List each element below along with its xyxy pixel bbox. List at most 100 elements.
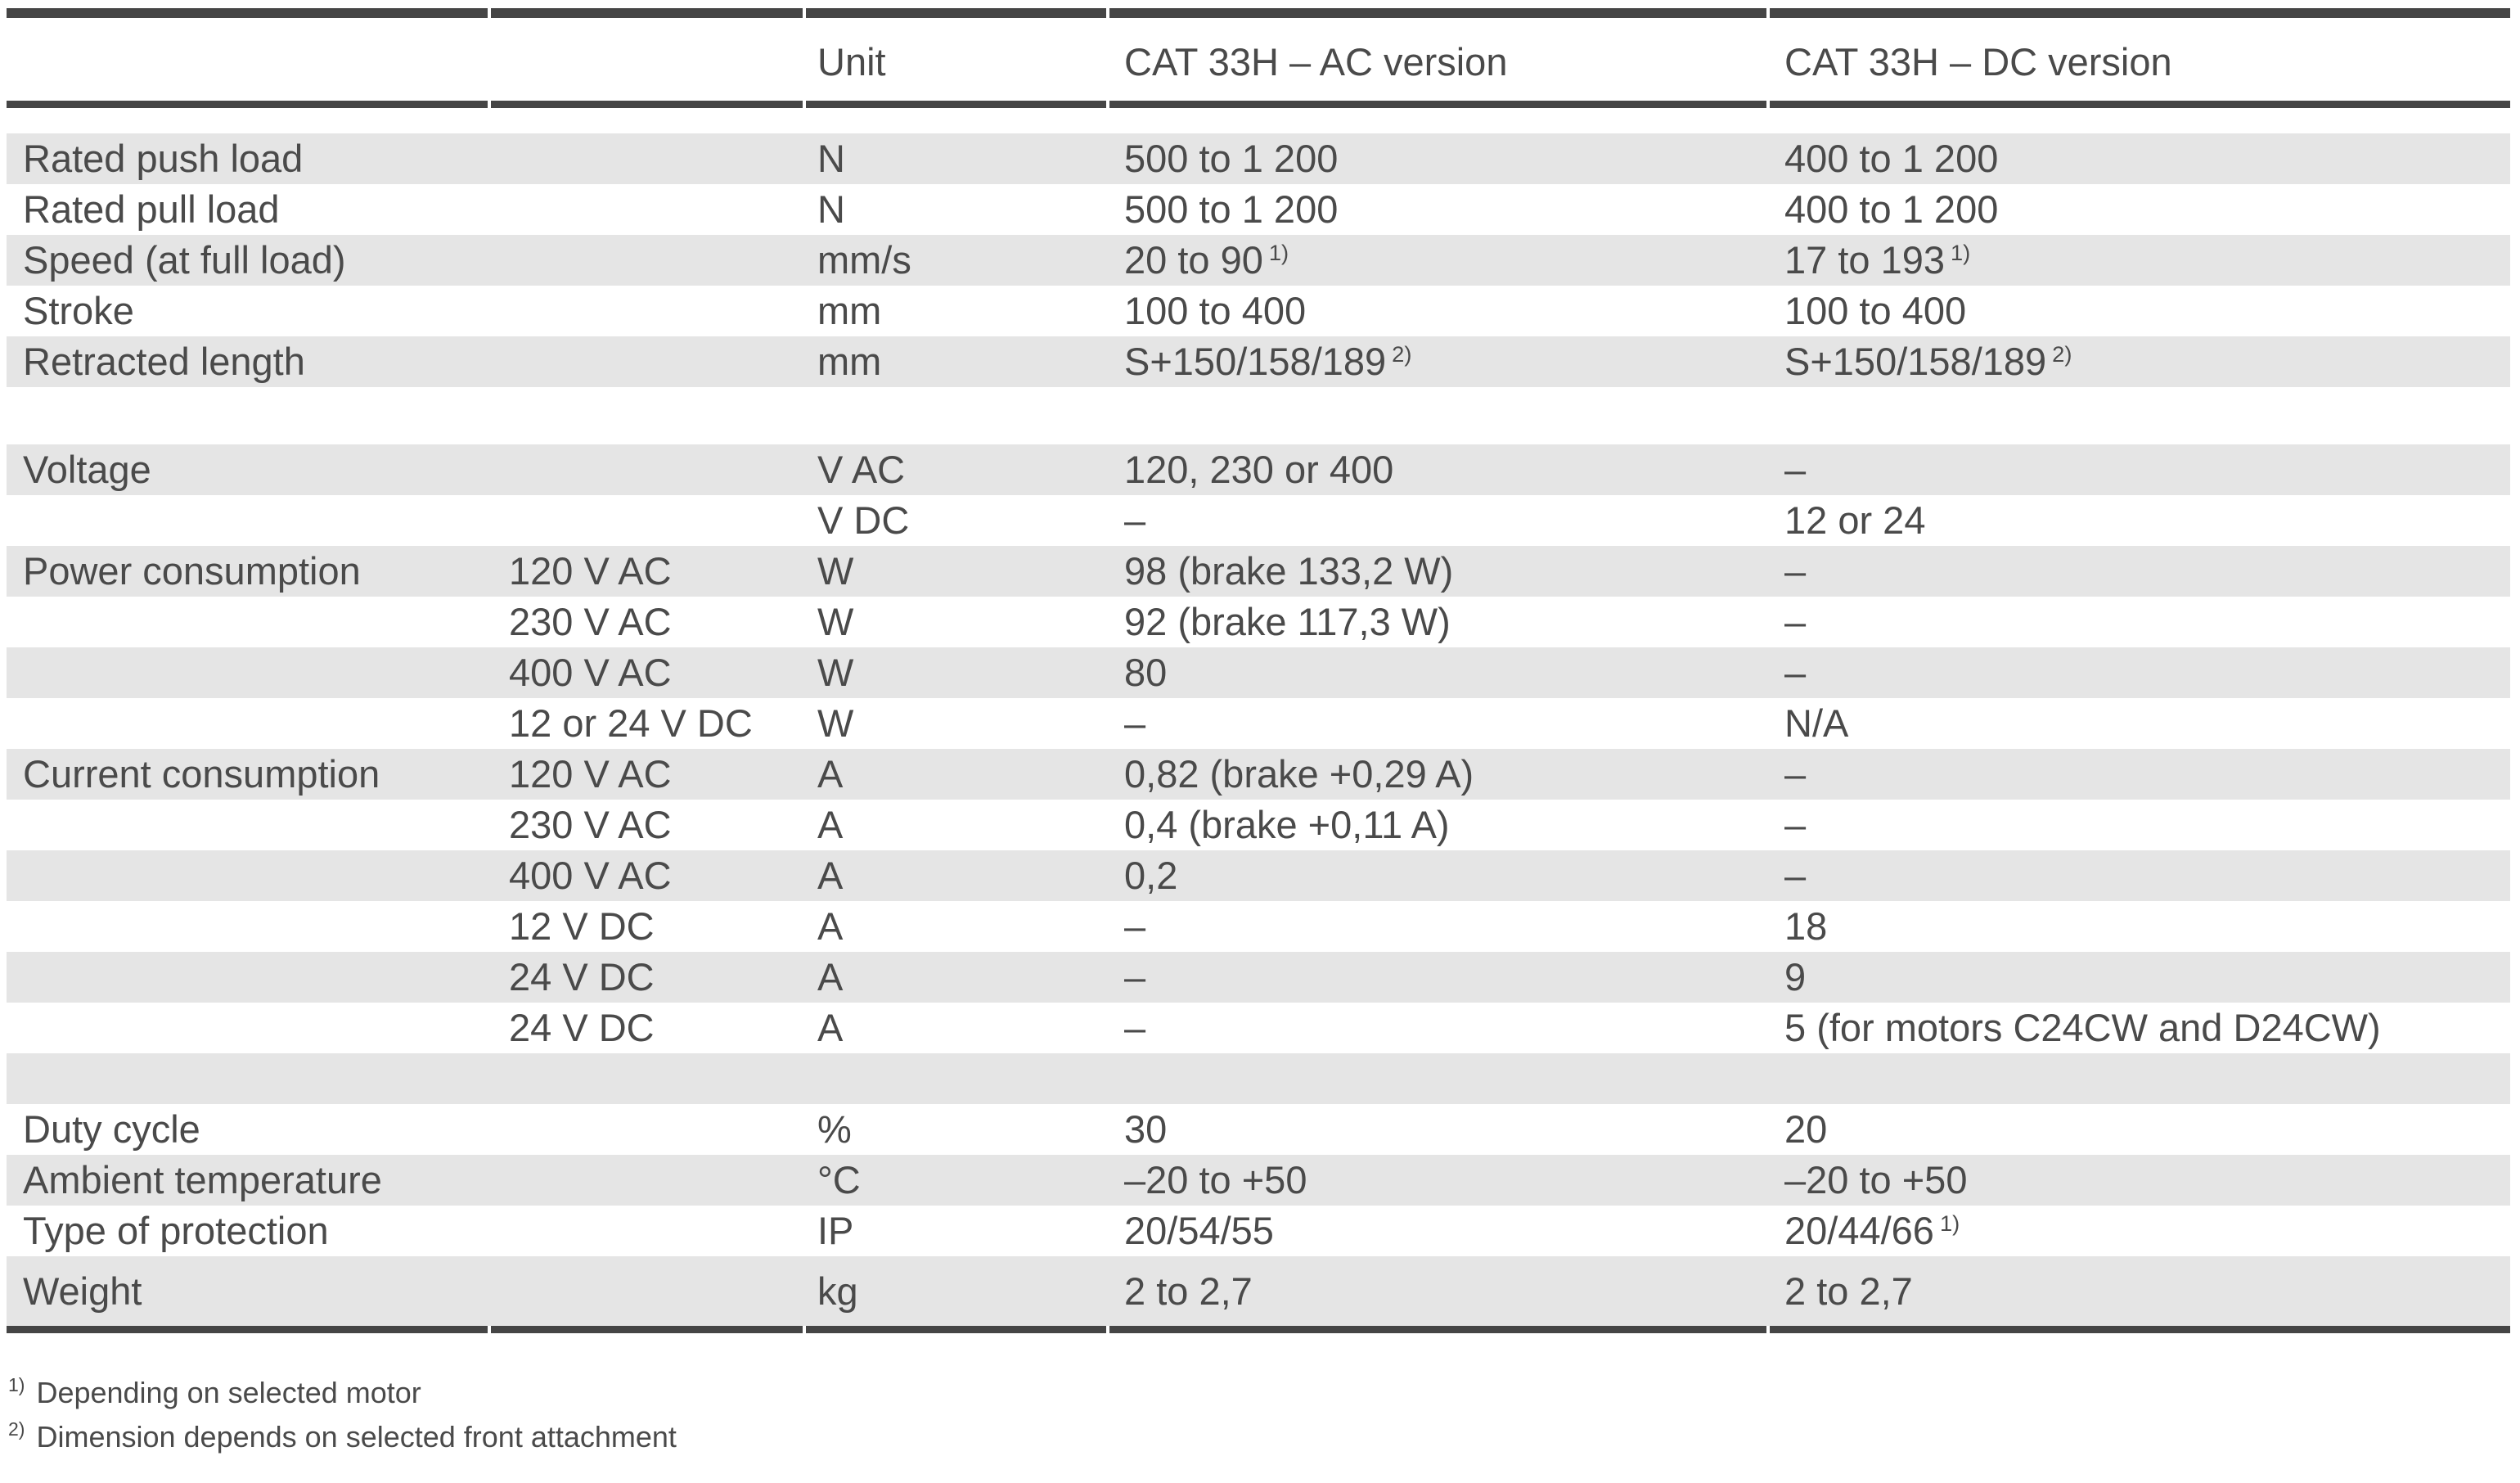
cell-value: 0,82 (brake +0,29 A) <box>1124 752 1474 796</box>
rule-segment <box>806 101 1109 108</box>
cell-value: 80 <box>1124 651 1168 695</box>
cell-value: 400 to 1 200 <box>1784 137 1999 181</box>
footnote-reference: 1) <box>1951 239 1971 265</box>
ac-value-cell: 30 <box>1109 1109 1770 1149</box>
rule-segment <box>491 1326 806 1333</box>
spacer-row <box>7 387 2510 444</box>
ac-value-cell: S+150/158/189 2) <box>1109 341 1770 381</box>
footnote-text: Depending on selected motor <box>36 1376 421 1409</box>
cell-value: S+150/158/189 <box>1124 340 1387 384</box>
cell-value: 12 or 24 <box>1784 498 1926 543</box>
bottom-rule <box>7 1326 2510 1333</box>
dc-value-cell: 2 to 2,7 <box>1770 1271 2510 1311</box>
row-sublabel-cell: 120 V AC <box>491 551 806 591</box>
unit-cell: W <box>806 652 1109 692</box>
cell-value: 18 <box>1784 904 1828 949</box>
cell-value: 17 to 193 <box>1784 238 1946 282</box>
table-row: Ambient temperature °C –20 to +50 –20 to +5… <box>7 1155 2510 1206</box>
rule-segment <box>1770 101 2510 108</box>
dc-value-cell: 18 <box>1770 906 2510 946</box>
rule-segment <box>1770 8 2510 18</box>
cell-value: 0,2 <box>1124 854 1178 898</box>
cell-value: Rated push load <box>23 137 304 181</box>
rule-segment <box>1770 1326 2510 1333</box>
dc-value-cell: N/A <box>1770 703 2510 743</box>
cell-value: N <box>817 137 845 181</box>
cell-value: 230 V AC <box>509 600 672 644</box>
cell-value: – <box>1784 651 1807 695</box>
row-label-cell: Rated push load <box>7 138 491 178</box>
unit-cell: mm/s <box>806 240 1109 280</box>
cell-value: Type of protection <box>23 1209 329 1253</box>
unit-cell: % <box>806 1109 1109 1149</box>
footnotes: 1) Depending on selected motor 2) Dimension… <box>8 1373 677 1461</box>
ac-value-cell: 0,2 <box>1109 855 1770 895</box>
cell-value: mm <box>817 289 882 333</box>
unit-cell: V AC <box>806 449 1109 489</box>
unit-cell: W <box>806 602 1109 642</box>
dc-value-cell: 20 <box>1770 1109 2510 1149</box>
cell-value: V AC <box>817 448 906 492</box>
cell-value: 9 <box>1784 955 1807 999</box>
table-row: Duty cycle% 30 20 <box>7 1104 2510 1155</box>
footnote-marker: 1) <box>8 1374 25 1395</box>
ac-value-cell: – <box>1109 957 1770 997</box>
cell-value: – <box>1784 752 1807 796</box>
unit-cell: °C <box>806 1160 1109 1200</box>
unit-cell: N <box>806 138 1109 178</box>
cell-value: °C <box>817 1158 861 1202</box>
dc-value-cell: – <box>1770 652 2510 692</box>
cell-value: A <box>817 1006 844 1050</box>
dc-value-cell: – <box>1770 551 2510 591</box>
table-body: Rated push load N 500 to 1 200 400 to 1 200… <box>7 133 2510 1326</box>
cell-value: Retracted length <box>23 340 305 384</box>
ac-value-cell: 92 (brake 117,3 W) <box>1109 602 1770 642</box>
rule-segment <box>806 1326 1109 1333</box>
row-label-cell: Rated pull load <box>7 189 491 229</box>
cell-value: – <box>1124 701 1146 746</box>
cell-value: Rated pull load <box>23 187 280 232</box>
cell-value: – <box>1784 600 1807 644</box>
dc-value-cell: – <box>1770 855 2510 895</box>
dc-value-cell: – <box>1770 805 2510 845</box>
cell-value: 400 to 1 200 <box>1784 187 1999 232</box>
ac-value-cell: 0,82 (brake +0,29 A) <box>1109 754 1770 794</box>
dc-value-cell: 12 or 24 <box>1770 500 2510 540</box>
cell-value: 100 to 400 <box>1784 289 1967 333</box>
cell-value: – <box>1124 1006 1146 1050</box>
cell-value: W <box>817 600 854 644</box>
cell-value: mm <box>817 340 882 384</box>
row-label-cell: Speed (at full load) <box>7 240 491 280</box>
table-row: 24 V DC A – 9 <box>7 952 2510 1003</box>
row-sublabel-cell: 12 V DC <box>491 906 806 946</box>
cell-value: –20 to +50 <box>1784 1158 1968 1202</box>
cell-value: N/A <box>1784 701 1849 746</box>
cell-value: 5 (for motors C24CW and D24CW) <box>1784 1006 2381 1050</box>
unit-cell: A <box>806 855 1109 895</box>
unit-cell: mm <box>806 291 1109 331</box>
cell-value: – <box>1124 498 1146 543</box>
ac-value-cell: – <box>1109 906 1770 946</box>
unit-cell: N <box>806 189 1109 229</box>
table-row: Rated push load N 500 to 1 200 400 to 1 200 <box>7 133 2510 184</box>
ac-value-cell: – <box>1109 703 1770 743</box>
ac-value-cell: 0,4 (brake +0,11 A) <box>1109 805 1770 845</box>
rule-segment <box>7 8 491 18</box>
row-label-cell: Stroke <box>7 291 491 331</box>
unit-cell: A <box>806 1007 1109 1048</box>
row-sublabel-cell: 24 V DC <box>491 957 806 997</box>
header-gap <box>7 108 2510 133</box>
row-sublabel-cell: 120 V AC <box>491 754 806 794</box>
row-label-cell: Type of protection <box>7 1210 491 1251</box>
rule-segment <box>491 8 806 18</box>
row-label-cell: Voltage <box>7 449 491 489</box>
table-row: Weight kg 2 to 2,7 2 to 2,7 <box>7 1256 2510 1326</box>
cell-value: 400 V AC <box>509 651 672 695</box>
cell-value: – <box>1784 854 1807 898</box>
ac-value-cell: 98 (brake 133,2 W) <box>1109 551 1770 591</box>
table-row: Speed (at full load) mm/s 20 to 90 1) 17 to … <box>7 235 2510 286</box>
cell-value: Ambient temperature <box>23 1158 382 1202</box>
spec-table: Unit CAT 33H – AC version CAT 33H – DC v… <box>7 8 2510 1333</box>
table-row: 230 V AC W 92 (brake 117,3 W) – <box>7 597 2510 647</box>
ac-value-cell: – <box>1109 500 1770 540</box>
